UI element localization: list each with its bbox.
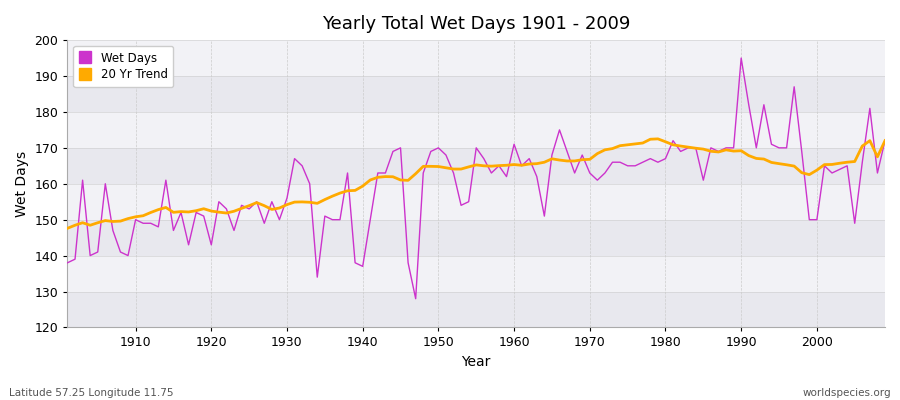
Legend: Wet Days, 20 Yr Trend: Wet Days, 20 Yr Trend — [74, 46, 174, 87]
Text: worldspecies.org: worldspecies.org — [803, 388, 891, 398]
Wet Days — [335, 217, 346, 222]
20 Yr Trend — [501, 163, 512, 168]
20 Yr Trend — [508, 162, 519, 167]
Wet Days — [62, 260, 73, 265]
20 Yr Trend — [879, 138, 890, 143]
Bar — [68, 76, 885, 112]
Wet Days — [517, 164, 527, 168]
X-axis label: Year: Year — [462, 355, 490, 369]
Title: Yearly Total Wet Days 1901 - 2009: Yearly Total Wet Days 1901 - 2009 — [322, 15, 630, 33]
20 Yr Trend — [122, 216, 133, 221]
Wet Days — [736, 56, 747, 60]
20 Yr Trend — [335, 191, 346, 196]
20 Yr Trend — [652, 136, 663, 141]
Line: 20 Yr Trend: 20 Yr Trend — [68, 139, 885, 228]
Wet Days — [289, 156, 300, 161]
Wet Days — [410, 296, 421, 301]
20 Yr Trend — [289, 200, 300, 204]
Bar — [68, 112, 885, 148]
Line: Wet Days: Wet Days — [68, 58, 885, 299]
Wet Days — [508, 142, 519, 147]
Bar — [68, 184, 885, 220]
Text: Latitude 57.25 Longitude 11.75: Latitude 57.25 Longitude 11.75 — [9, 388, 174, 398]
20 Yr Trend — [62, 226, 73, 231]
Y-axis label: Wet Days: Wet Days — [15, 151, 29, 217]
Bar — [68, 256, 885, 292]
Bar — [68, 40, 885, 76]
Bar — [68, 292, 885, 328]
Bar — [68, 148, 885, 184]
Wet Days — [608, 160, 618, 165]
Bar — [68, 220, 885, 256]
Wet Days — [122, 253, 133, 258]
Wet Days — [879, 138, 890, 143]
20 Yr Trend — [599, 148, 610, 152]
